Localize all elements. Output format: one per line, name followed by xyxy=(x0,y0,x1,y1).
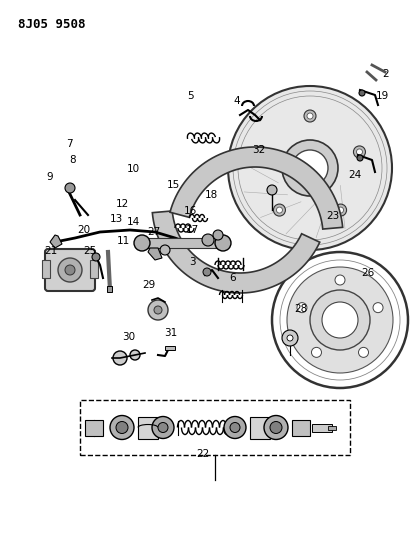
Circle shape xyxy=(287,335,293,341)
Bar xyxy=(90,260,98,278)
Text: 17: 17 xyxy=(186,225,199,235)
Text: 14: 14 xyxy=(127,217,140,227)
Bar xyxy=(80,400,350,455)
Circle shape xyxy=(158,423,168,432)
Circle shape xyxy=(292,150,328,186)
Circle shape xyxy=(65,265,75,275)
Text: 9: 9 xyxy=(46,172,53,182)
Text: 6: 6 xyxy=(229,273,236,283)
Circle shape xyxy=(267,185,277,195)
Bar xyxy=(165,346,175,350)
Text: 4: 4 xyxy=(233,96,240,106)
Circle shape xyxy=(307,113,313,119)
Text: 8J05 9508: 8J05 9508 xyxy=(18,18,85,31)
Circle shape xyxy=(311,348,321,357)
Circle shape xyxy=(297,303,307,313)
Text: 11: 11 xyxy=(117,236,130,246)
Text: 20: 20 xyxy=(77,225,91,235)
Circle shape xyxy=(152,416,174,439)
Text: 28: 28 xyxy=(294,304,308,314)
Circle shape xyxy=(272,252,408,388)
Polygon shape xyxy=(148,248,162,260)
Circle shape xyxy=(228,86,392,250)
Circle shape xyxy=(202,234,214,246)
Text: 25: 25 xyxy=(83,246,97,255)
Circle shape xyxy=(154,306,162,314)
Text: 10: 10 xyxy=(127,165,140,174)
Text: 15: 15 xyxy=(167,181,181,190)
Text: 32: 32 xyxy=(252,146,266,155)
Circle shape xyxy=(359,348,369,357)
Circle shape xyxy=(354,146,365,158)
Polygon shape xyxy=(170,147,343,229)
Bar xyxy=(312,424,332,432)
Circle shape xyxy=(277,207,282,213)
Circle shape xyxy=(255,146,266,158)
Text: 27: 27 xyxy=(147,227,161,237)
Circle shape xyxy=(282,330,298,346)
Text: 31: 31 xyxy=(164,328,178,337)
Circle shape xyxy=(357,149,362,155)
Circle shape xyxy=(65,183,75,193)
Text: 29: 29 xyxy=(142,280,155,290)
Bar xyxy=(42,260,50,278)
Circle shape xyxy=(148,300,168,320)
Text: 23: 23 xyxy=(326,211,340,221)
Circle shape xyxy=(113,351,127,365)
Text: 12: 12 xyxy=(116,199,129,208)
Circle shape xyxy=(310,290,370,350)
Circle shape xyxy=(160,245,170,255)
Circle shape xyxy=(357,155,363,161)
Text: 26: 26 xyxy=(361,268,375,278)
Circle shape xyxy=(304,110,316,122)
Circle shape xyxy=(373,303,383,313)
Circle shape xyxy=(224,416,246,439)
Circle shape xyxy=(282,140,338,196)
Polygon shape xyxy=(50,235,62,248)
Text: 30: 30 xyxy=(122,332,136,342)
Text: 3: 3 xyxy=(189,257,196,267)
Circle shape xyxy=(270,422,282,433)
FancyBboxPatch shape xyxy=(45,249,95,291)
Circle shape xyxy=(274,204,285,216)
Circle shape xyxy=(338,207,344,213)
Text: 24: 24 xyxy=(349,170,362,180)
Bar xyxy=(250,416,270,439)
Text: 8: 8 xyxy=(69,155,75,165)
Circle shape xyxy=(215,235,231,251)
Circle shape xyxy=(258,149,264,155)
Circle shape xyxy=(116,422,128,433)
Circle shape xyxy=(359,90,365,96)
Circle shape xyxy=(203,268,211,276)
Circle shape xyxy=(230,423,240,432)
Circle shape xyxy=(92,253,100,261)
Circle shape xyxy=(110,416,134,440)
Text: 18: 18 xyxy=(205,190,218,199)
Circle shape xyxy=(334,204,347,216)
Bar xyxy=(107,286,112,292)
Circle shape xyxy=(287,267,393,373)
Circle shape xyxy=(134,235,150,251)
Bar xyxy=(328,425,336,430)
Text: 2: 2 xyxy=(382,69,389,78)
Circle shape xyxy=(213,230,223,240)
Bar xyxy=(138,416,158,439)
Text: 13: 13 xyxy=(110,214,123,223)
Text: 19: 19 xyxy=(375,91,389,101)
Circle shape xyxy=(130,350,140,360)
Circle shape xyxy=(322,302,358,338)
Polygon shape xyxy=(153,211,320,293)
Bar xyxy=(140,238,225,248)
Text: 22: 22 xyxy=(197,449,210,459)
Text: 21: 21 xyxy=(44,246,58,255)
Bar xyxy=(292,419,310,435)
Text: 16: 16 xyxy=(184,206,197,216)
Circle shape xyxy=(264,416,288,440)
Circle shape xyxy=(58,258,82,282)
Bar xyxy=(85,419,103,435)
Circle shape xyxy=(335,275,345,285)
Text: 7: 7 xyxy=(66,139,72,149)
Text: 5: 5 xyxy=(187,91,194,101)
